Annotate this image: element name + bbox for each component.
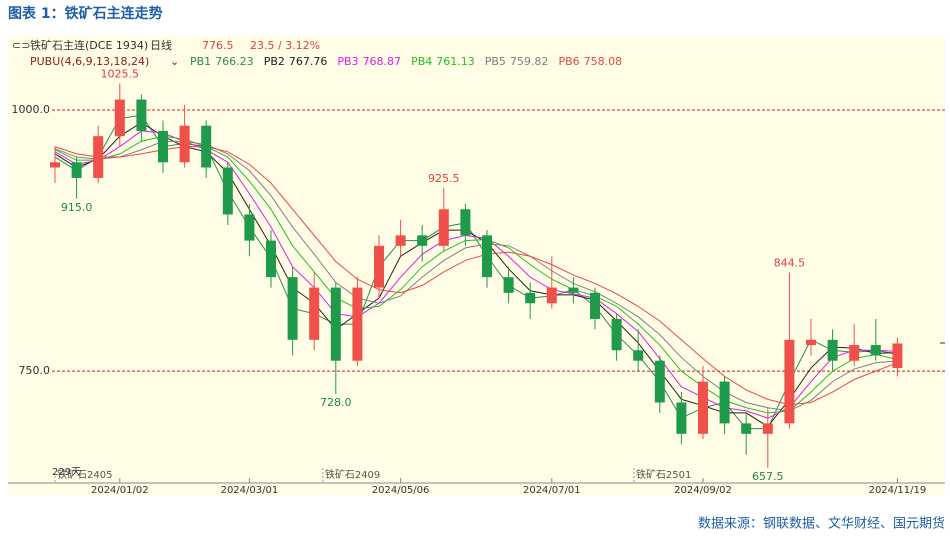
candle-body xyxy=(330,287,341,361)
candle-body xyxy=(352,287,363,361)
candle-body xyxy=(71,162,82,178)
period: 日线 xyxy=(150,38,172,52)
legend-value: 761.13 xyxy=(436,55,475,68)
legend-value: 766.23 xyxy=(215,55,254,68)
annotation: 844.5 xyxy=(774,256,806,269)
ma-line xyxy=(54,140,898,412)
indicator-arrow: ⌄ xyxy=(170,55,179,68)
annotation: 657.5 xyxy=(752,470,784,483)
legend-name: PB5 xyxy=(485,55,506,68)
candle-body xyxy=(93,136,104,178)
x-tick-label: 2024/11/19 xyxy=(869,485,927,496)
candle-body xyxy=(395,235,406,246)
legend-name: PB4 xyxy=(411,55,432,68)
annotation: 728.0 xyxy=(320,396,352,409)
candle-body xyxy=(460,209,471,236)
last-price: 776.5 xyxy=(202,39,234,52)
legend-value: 767.76 xyxy=(289,55,328,68)
candle-body xyxy=(525,292,536,304)
annotation: 915.0 xyxy=(61,201,93,214)
candle-body xyxy=(503,277,514,293)
x-tick-label: 2024/05/06 xyxy=(372,485,430,496)
candle-body xyxy=(136,99,147,131)
legend-value: 759.82 xyxy=(510,55,549,68)
candle-body xyxy=(784,339,795,424)
candle-body xyxy=(374,245,384,288)
candle-body xyxy=(417,235,428,246)
candle-body xyxy=(546,287,557,304)
candle-body xyxy=(633,350,644,361)
candle-body xyxy=(827,339,838,361)
annotation: 925.5 xyxy=(428,172,460,185)
candle-body xyxy=(870,345,881,356)
candle-body xyxy=(482,235,492,278)
source: 数据来源：钢联数据、文华财经、国元期货 xyxy=(698,516,945,532)
candle-body xyxy=(287,277,298,340)
indicator: PUBU(4,6,9,13,18,24) xyxy=(30,55,149,68)
ma-line xyxy=(54,130,898,419)
candle-body xyxy=(222,167,233,215)
candle-body xyxy=(698,381,708,434)
change: 23.5 / 3.12% xyxy=(250,39,320,52)
days: 229天 xyxy=(52,467,81,478)
candle-body xyxy=(719,381,730,424)
contract-label: 铁矿石2409 xyxy=(325,468,380,481)
symbol: 铁矿石主连(DCE 1934) xyxy=(30,39,148,52)
candle-body xyxy=(201,125,212,168)
annotation: 1025.5 xyxy=(101,67,140,80)
candle-body xyxy=(438,209,449,246)
candle-body xyxy=(114,99,125,137)
legend-name: PB1 xyxy=(190,55,211,68)
x-tick-label: 2024/07/01 xyxy=(523,485,581,496)
legend-value: 758.08 xyxy=(584,55,623,68)
y-tick-label: 1000.0 xyxy=(12,103,51,116)
contract-label: 铁矿石2405 xyxy=(57,468,112,481)
ma-line xyxy=(54,146,898,406)
candle-body xyxy=(568,287,579,293)
legend-name: PB3 xyxy=(337,55,358,68)
legend-value: 768.87 xyxy=(363,55,402,68)
ma-line xyxy=(54,121,898,428)
candle-body xyxy=(158,130,168,163)
candle-body xyxy=(244,214,255,241)
candle-body xyxy=(611,318,622,351)
candle-body xyxy=(309,287,320,340)
x-tick-label: 2024/01/02 xyxy=(91,485,149,496)
candle-body xyxy=(762,423,773,434)
candle-body xyxy=(50,162,60,168)
candle-body xyxy=(806,339,816,346)
candle-body xyxy=(849,345,860,361)
candle-body xyxy=(741,423,752,434)
contract-label: 铁矿石2501 xyxy=(636,468,691,481)
candle-body xyxy=(676,402,687,434)
x-tick-label: 2024/09/02 xyxy=(674,485,732,496)
candle-body xyxy=(266,240,276,278)
legend-name: PB2 xyxy=(264,55,285,68)
legend-name: PB6 xyxy=(558,55,579,68)
x-tick-label: 2024/03/01 xyxy=(221,485,279,496)
page-title: 图表 1：铁矿石主连走势 xyxy=(8,5,163,22)
candle-body xyxy=(892,343,903,369)
y-tick-label: 750.0 xyxy=(19,364,51,377)
link-icon: ⊂⊃ xyxy=(12,39,30,52)
candle-body xyxy=(179,125,190,163)
candle-body xyxy=(590,292,600,319)
candle-body xyxy=(654,360,665,403)
